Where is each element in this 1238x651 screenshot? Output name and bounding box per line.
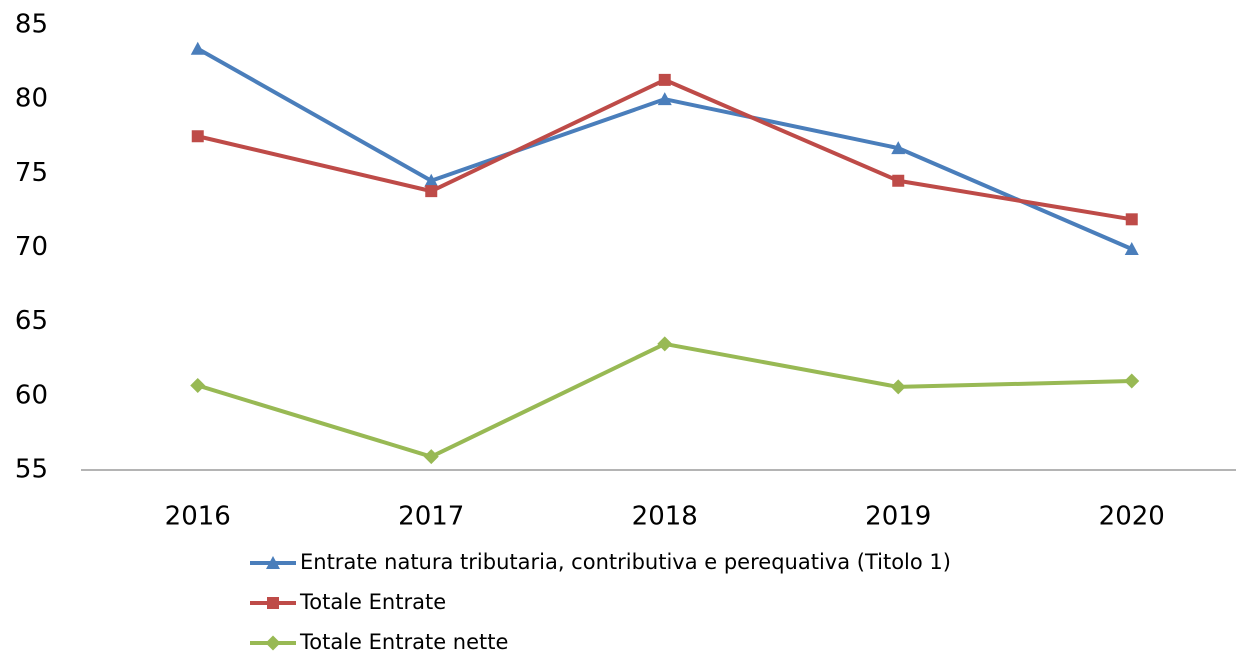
y-tick-label: 80 [15, 84, 48, 114]
marker [657, 92, 672, 106]
x-tick-label: 2017 [398, 502, 464, 532]
legend-label: Totale Entrate nette [299, 630, 508, 651]
y-tick-label: 85 [15, 10, 48, 40]
marker [266, 556, 280, 569]
marker [190, 41, 205, 55]
marker [1124, 373, 1140, 389]
x-tick-label: 2016 [165, 502, 231, 532]
legend-label: Entrate natura tributaria, contributiva … [300, 550, 951, 574]
x-tick-label: 2020 [1099, 502, 1165, 532]
marker [1124, 241, 1139, 255]
marker [890, 379, 906, 395]
marker [1125, 213, 1138, 226]
marker [265, 635, 281, 651]
marker [657, 336, 673, 352]
marker [424, 173, 439, 187]
marker [658, 73, 671, 86]
x-tick-label: 2018 [632, 502, 698, 532]
marker [267, 597, 279, 609]
y-tick-label: 65 [15, 306, 48, 336]
y-tick-label: 55 [15, 455, 48, 485]
marker [892, 174, 905, 187]
legend-label: Totale Entrate [299, 590, 446, 614]
marker [190, 377, 206, 393]
marker [425, 185, 438, 198]
y-tick-label: 60 [15, 380, 48, 410]
x-tick-label: 2019 [865, 502, 931, 532]
marker [423, 449, 439, 465]
series-line [197, 341, 1132, 459]
y-tick-label: 70 [15, 232, 48, 262]
y-tick-label: 75 [15, 158, 48, 188]
marker [891, 141, 906, 155]
marker [191, 130, 204, 143]
